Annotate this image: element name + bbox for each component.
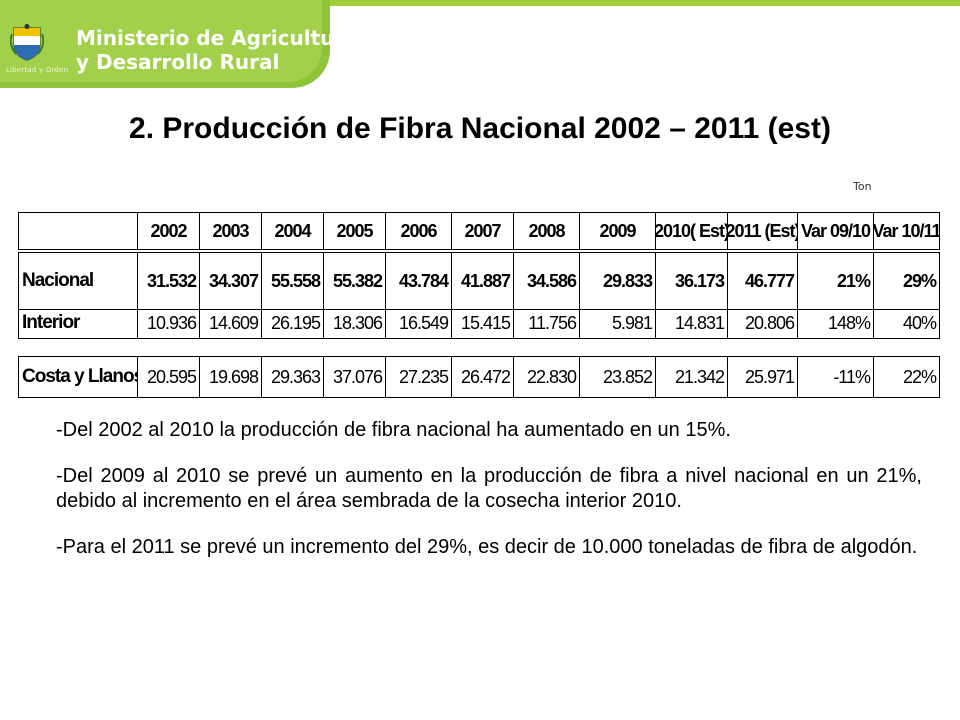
- header-accent-bar: [300, 0, 960, 6]
- table-cell: 46.777: [728, 253, 798, 309]
- table-cell: 23.852: [580, 357, 656, 397]
- ministry-name-line1: Ministerio de Agricultura: [76, 26, 358, 50]
- table-cell: 55.382: [324, 253, 386, 309]
- table-cell: 43.784: [386, 253, 452, 309]
- notes-section: -Del 2002 al 2010 la producción de fibra…: [56, 418, 922, 581]
- table-row-interior: Interior 10.936 14.609 26.195 18.306 16.…: [18, 308, 940, 339]
- table-cell: 36.173: [656, 253, 728, 309]
- col-header: 2008: [514, 213, 580, 249]
- table-cell: 18.306: [324, 308, 386, 338]
- table-cell: 27.235: [386, 357, 452, 397]
- col-header: 2007: [452, 213, 514, 249]
- table-cell: 148%: [798, 308, 874, 338]
- motto-text: Libertad y Orden: [6, 66, 69, 74]
- table-cell: 10.936: [138, 308, 200, 338]
- coat-of-arms-icon: [10, 24, 44, 61]
- col-header: 2006: [386, 213, 452, 249]
- production-table: 2002 2003 2004 2005 2006 2007 2008 2009 …: [18, 212, 940, 398]
- table-cell: 41.887: [452, 253, 514, 309]
- col-header: 2003: [200, 213, 262, 249]
- table-cell: 14.831: [656, 308, 728, 338]
- col-header: 2005: [324, 213, 386, 249]
- table-cell: 31.532: [138, 253, 200, 309]
- row-label: Nacional: [18, 253, 138, 309]
- note-paragraph: -Del 2009 al 2010 se prevé un aumento en…: [56, 465, 922, 512]
- table-cell: 26.195: [262, 308, 324, 338]
- table-cell: -11%: [798, 357, 874, 397]
- table-cell: 5.981: [580, 308, 656, 338]
- table-cell: 37.076: [324, 357, 386, 397]
- note-paragraph: -Del 2002 al 2010 la producción de fibra…: [56, 419, 731, 441]
- table-cell: 19.698: [200, 357, 262, 397]
- table-cell: 21.342: [656, 357, 728, 397]
- table-cell: 21%: [798, 253, 874, 309]
- logo-panel-inner: [0, 0, 322, 82]
- table-cell: 26.472: [452, 357, 514, 397]
- table-cell: 20.595: [138, 357, 200, 397]
- table-cell: 22%: [874, 357, 940, 397]
- ministry-name-line2: y Desarrollo Rural: [76, 50, 280, 74]
- table-cell: 22.830: [514, 357, 580, 397]
- table-cell: 11.756: [514, 308, 580, 338]
- header-banner: Libertad y Orden Ministerio de Agricultu…: [0, 0, 960, 90]
- page-title: 2. Producción de Fibra Nacional 2002 – 2…: [129, 112, 831, 145]
- note-paragraph: -Para el 2011 se prevé un incremento del…: [56, 536, 918, 558]
- col-header: Var 09/10: [798, 213, 874, 249]
- table-cell: 55.558: [262, 253, 324, 309]
- header-blank-cell: [18, 213, 138, 249]
- table-cell: 29%: [874, 253, 940, 309]
- col-header: 2004: [262, 213, 324, 249]
- table-row-costa-y-llanos: Costa y Llanos 20.595 19.698 29.363 37.0…: [18, 356, 940, 398]
- ministry-logo-panel: Libertad y Orden Ministerio de Agricultu…: [0, 0, 358, 88]
- table-row-nacional: Nacional 31.532 34.307 55.558 55.382 43.…: [18, 252, 940, 310]
- table-cell: 34.586: [514, 253, 580, 309]
- table-header-row: 2002 2003 2004 2005 2006 2007 2008 2009 …: [18, 212, 940, 250]
- col-header: 2009: [580, 213, 656, 249]
- col-header: Var 10/11: [874, 213, 940, 249]
- table-cell: 15.415: [452, 308, 514, 338]
- col-header: 2010( Est): [656, 213, 728, 249]
- col-header: 2011 (Est): [728, 213, 798, 249]
- table-cell: 29.833: [580, 253, 656, 309]
- ministry-name: Ministerio de Agricultura y Desarrollo R…: [76, 26, 358, 74]
- table-cell: 20.806: [728, 308, 798, 338]
- table-cell: 40%: [874, 308, 940, 338]
- table-cell: 34.307: [200, 253, 262, 309]
- table-cell: 25.971: [728, 357, 798, 397]
- table-cell: 14.609: [200, 308, 262, 338]
- row-label: Costa y Llanos: [18, 357, 138, 397]
- unit-label: Ton: [853, 180, 872, 193]
- table-cell: 29.363: [262, 357, 324, 397]
- col-header: 2002: [138, 213, 200, 249]
- row-label: Interior: [18, 308, 138, 338]
- table-cell: 16.549: [386, 308, 452, 338]
